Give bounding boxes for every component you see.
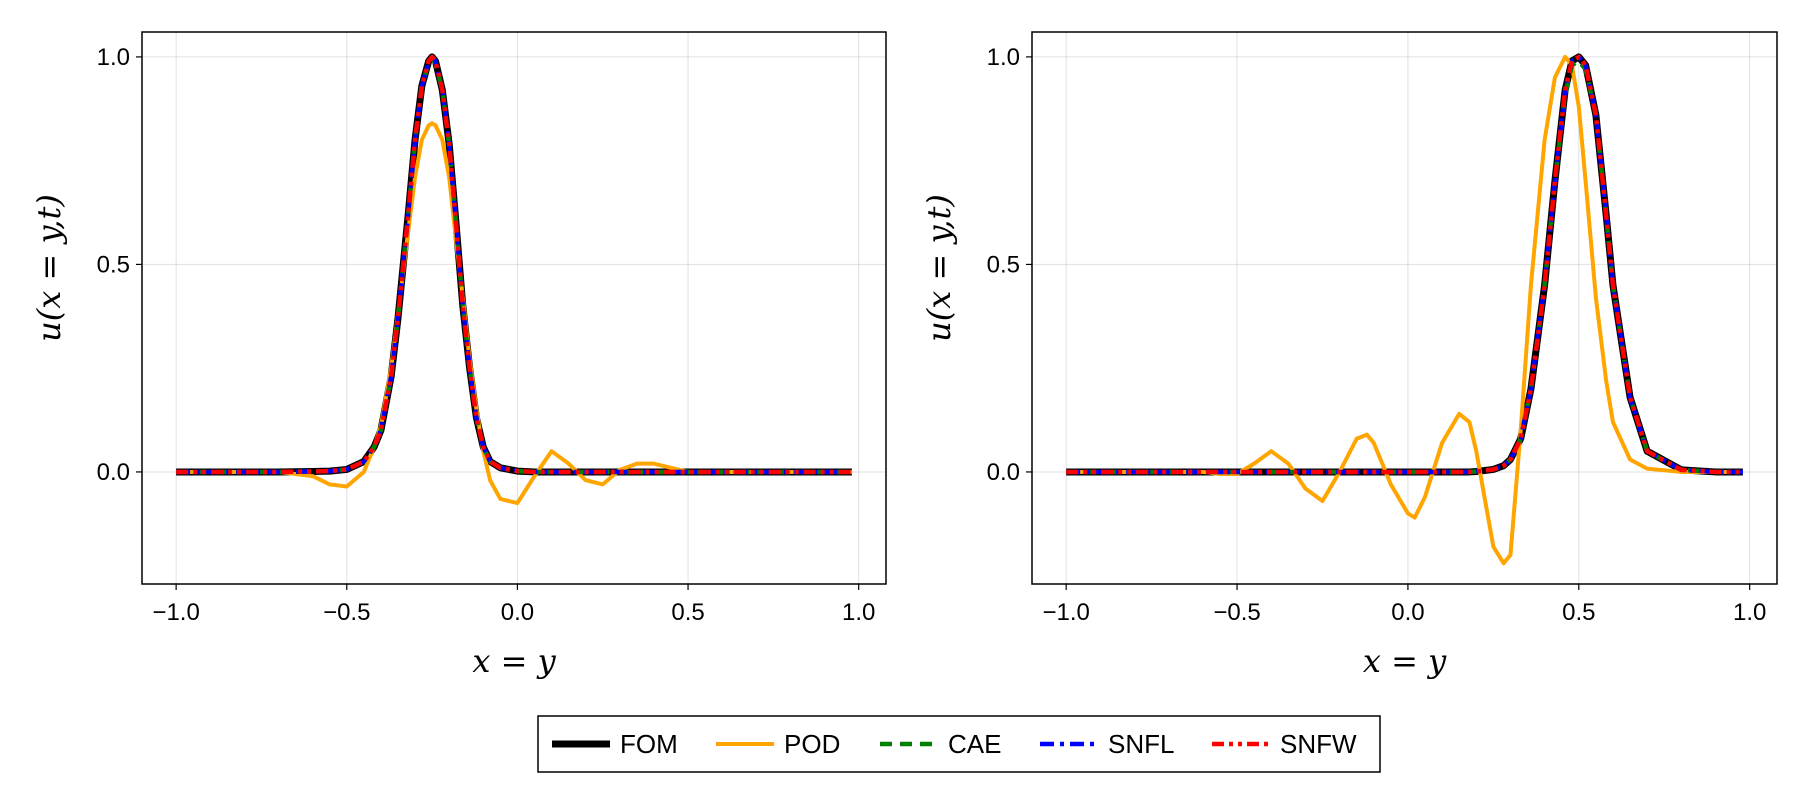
y-axis-label: u(x = y,t)	[920, 194, 958, 342]
x-tick-label: 0.5	[671, 599, 704, 626]
x-axis-label: x = y	[472, 642, 556, 680]
y-tick-label: 0.5	[97, 251, 130, 278]
y-axis-label: u(x = y,t)	[30, 194, 68, 342]
x-tick-label: −0.5	[323, 599, 370, 626]
plot-panel-right: −1.0 −0.5 0.0 0.5 1.0 0.0 0.5 1.0 x = y u(x = y,t…	[920, 31, 1778, 680]
series-line-snfw	[1066, 54, 1743, 475]
series-line-cae	[1066, 58, 1743, 475]
series-group	[176, 53, 852, 506]
legend-label-snfw: SNFW	[1280, 729, 1357, 759]
legend-label-fom: FOM	[620, 729, 678, 759]
x-tick-label: −1.0	[152, 599, 199, 626]
y-tick-label: 1.0	[987, 44, 1020, 71]
x-tick-label: 1.0	[1733, 599, 1766, 626]
axes-frame	[1031, 31, 1778, 585]
x-tick-label: 1.0	[842, 599, 875, 626]
series-line-pod	[1066, 54, 1743, 566]
x-tick-label: −1.0	[1042, 599, 1089, 626]
y-tick-label: 0.0	[987, 459, 1020, 486]
legend-label-snfl: SNFL	[1108, 729, 1174, 759]
series-line-pod	[176, 121, 852, 506]
series-line-cae	[176, 56, 852, 475]
y-tick-label: 0.5	[987, 251, 1020, 278]
series-group	[1066, 53, 1743, 566]
legend-label-pod: POD	[784, 729, 840, 759]
y-tick-label: 0.0	[97, 459, 130, 486]
series-line-snfl	[176, 54, 852, 475]
y-tick-label: 1.0	[97, 44, 130, 71]
legend: FOM POD CAE SNFL SNFW	[537, 715, 1381, 773]
x-tick-label: 0.5	[1562, 599, 1595, 626]
legend-label-cae: CAE	[948, 729, 1001, 759]
x-axis-label: x = y	[1363, 642, 1447, 680]
x-tick-label: 0.0	[501, 599, 534, 626]
axes-frame	[141, 31, 887, 585]
x-tick-label: 0.0	[1391, 599, 1424, 626]
plot-panel-left: −1.0 −0.5 0.0 0.5 1.0 0.0 0.5 1.0 x = y u(x = y,t…	[30, 31, 887, 680]
x-tick-label: −0.5	[1213, 599, 1260, 626]
